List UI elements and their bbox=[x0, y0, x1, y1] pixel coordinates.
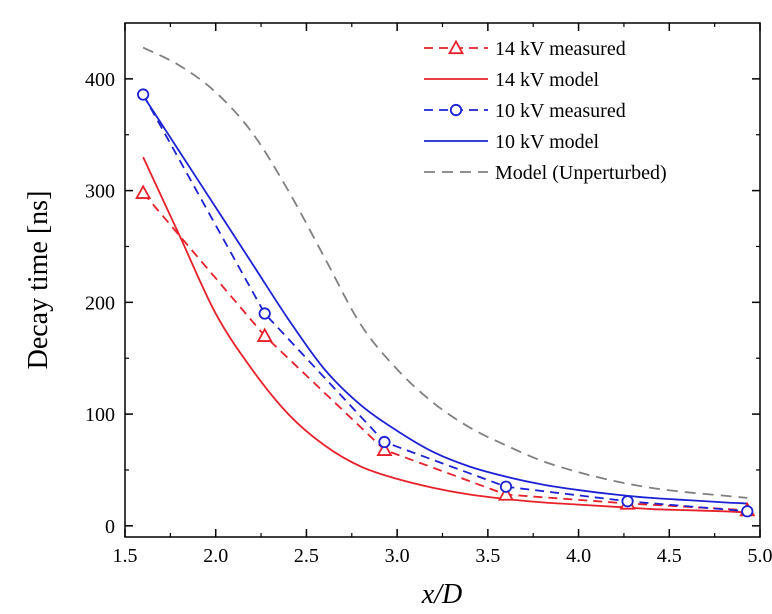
data-point bbox=[741, 505, 754, 518]
axis-ticks bbox=[124, 23, 761, 537]
legend-label: 14 kV model bbox=[495, 69, 600, 91]
data-point bbox=[258, 307, 271, 320]
legend-item-14-kv-measured: 14 kV measured bbox=[424, 38, 626, 60]
x-tick-label: 1.5 bbox=[113, 545, 138, 567]
legend-item-10-kv-measured: 10 kV measured bbox=[424, 100, 626, 122]
x-tick-label: 4.0 bbox=[566, 545, 591, 567]
series-14-kv-measured bbox=[135, 184, 756, 517]
data-point bbox=[256, 327, 273, 342]
y-axis-title: Decay time [ns] bbox=[23, 191, 54, 370]
y-tick-label: 200 bbox=[85, 292, 115, 314]
series-line bbox=[142, 192, 748, 512]
series-line bbox=[142, 156, 748, 514]
legend-label: 14 kV measured bbox=[495, 38, 626, 60]
x-tick-label: 4.5 bbox=[657, 545, 682, 567]
data-point bbox=[378, 435, 391, 449]
series-14-kv-model bbox=[142, 156, 748, 514]
legend-label: 10 kV model bbox=[495, 131, 600, 153]
legend-marker bbox=[449, 103, 463, 117]
x-tick-label: 2.0 bbox=[203, 545, 228, 567]
data-point bbox=[135, 184, 152, 199]
series-model-unperturbed bbox=[142, 46, 748, 499]
data-point bbox=[137, 88, 150, 101]
x-axis-title: x/D bbox=[421, 579, 462, 610]
series-line bbox=[142, 94, 748, 513]
legend-item-10-kv-model: 10 kV model bbox=[424, 131, 600, 153]
y-tick-label: 100 bbox=[85, 404, 115, 426]
series-layer bbox=[135, 46, 756, 518]
y-tick-label: 0 bbox=[105, 516, 115, 538]
plot-frame bbox=[124, 22, 761, 538]
legend-label: 10 kV measured bbox=[495, 100, 626, 122]
legend-marker bbox=[447, 39, 465, 55]
axis-tick-labels: 1.5 2.0 2.5 3.0 3.5 4.0 4.5 5.0 0 100 200 300 400 bbox=[85, 69, 772, 567]
x-tick-label: 5.0 bbox=[748, 545, 772, 567]
y-tick-label: 400 bbox=[85, 69, 115, 91]
data-point bbox=[376, 441, 393, 456]
legend-item-model-unperturbed: Model (Unperturbed) bbox=[424, 162, 667, 184]
legend: 14 kV measured 14 kV model 10 kV measured 1… bbox=[424, 38, 667, 184]
data-point bbox=[499, 480, 513, 493]
data-point bbox=[621, 495, 634, 508]
legend-item-14-kv-model: 14 kV model bbox=[424, 69, 600, 91]
series-10-kv-model bbox=[142, 95, 748, 505]
data-point bbox=[497, 486, 515, 501]
series-10-kv-measured bbox=[137, 88, 754, 518]
y-tick-label: 300 bbox=[85, 181, 115, 203]
series-line bbox=[142, 46, 748, 499]
x-tick-label: 3.0 bbox=[385, 545, 410, 567]
series-line bbox=[142, 95, 748, 505]
legend-label: Model (Unperturbed) bbox=[495, 162, 667, 184]
x-tick-label: 2.5 bbox=[294, 545, 319, 567]
x-tick-label: 3.5 bbox=[475, 545, 500, 567]
